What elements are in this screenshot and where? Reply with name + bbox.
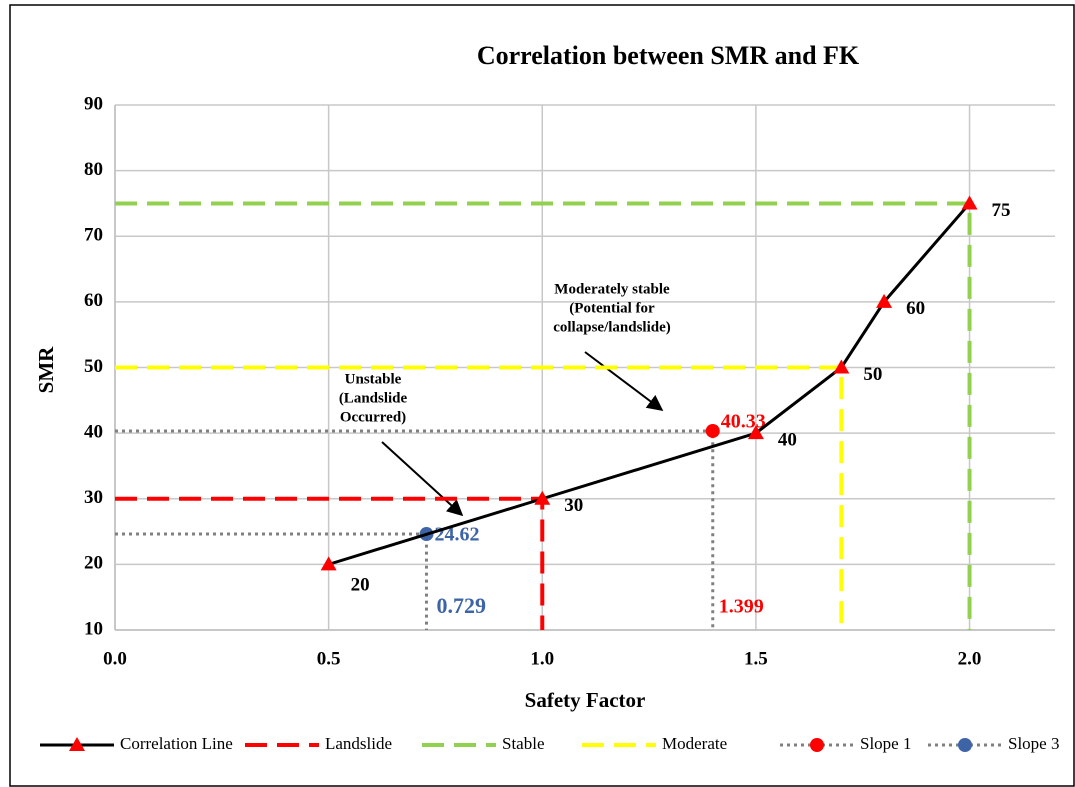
x-tick-label: 1.5 bbox=[744, 648, 768, 669]
annotation: Occurred) bbox=[340, 409, 406, 425]
annotation: collapse/landslide) bbox=[553, 319, 671, 335]
data-label: 75 bbox=[992, 200, 1011, 221]
data-label: 60 bbox=[906, 298, 925, 319]
annotation-arrow bbox=[584, 351, 664, 411]
marker bbox=[534, 490, 551, 505]
annotation: (Landslide bbox=[339, 390, 408, 406]
annotation-arrow bbox=[381, 441, 464, 517]
chart-title: Correlation between SMR and FK bbox=[477, 41, 860, 70]
data-label: 50 bbox=[863, 364, 882, 385]
annotation: Moderately stable bbox=[554, 281, 670, 297]
data-label: 20 bbox=[351, 575, 370, 596]
grid bbox=[114, 104, 1055, 631]
y-tick-label: 20 bbox=[84, 553, 103, 574]
y-axis-label: SMR bbox=[34, 346, 58, 394]
series bbox=[115, 365, 844, 630]
data-label: 24.62 bbox=[434, 524, 479, 546]
legend-label: Slope 3 bbox=[1008, 734, 1059, 753]
x-tick-label: 0.0 bbox=[103, 648, 127, 669]
x-axis-label: Safety Factor bbox=[525, 688, 646, 712]
y-tick-label: 50 bbox=[84, 356, 103, 377]
marker bbox=[705, 423, 720, 438]
y-tick-label: 60 bbox=[84, 290, 103, 311]
legend-label: Landslide bbox=[325, 734, 392, 753]
legend-label: Correlation Line bbox=[120, 734, 233, 753]
series-line bbox=[115, 365, 844, 630]
legend: Correlation Line Landslide Stable Moderate S… bbox=[40, 734, 1059, 753]
data-label: 0.729 bbox=[436, 593, 486, 618]
legend-marker bbox=[958, 738, 972, 752]
marker bbox=[876, 293, 893, 308]
data-label: 30 bbox=[564, 495, 583, 516]
series: 20 30 40 50 60 75 bbox=[320, 195, 1011, 596]
x-tick-label: 1.0 bbox=[530, 648, 554, 669]
series-line bbox=[328, 202, 971, 566]
legend-marker bbox=[810, 738, 824, 752]
series bbox=[115, 201, 972, 630]
legend-label: Stable bbox=[502, 734, 545, 753]
data-label: 1.399 bbox=[719, 596, 764, 618]
legend-label: Moderate bbox=[662, 734, 727, 753]
legend-marker bbox=[69, 737, 85, 751]
y-tick-label: 30 bbox=[84, 487, 103, 508]
series: 40.33 1.399 bbox=[115, 411, 766, 630]
annotation: (Potential for bbox=[569, 300, 655, 316]
x-tick-label: 0.5 bbox=[317, 648, 341, 669]
marker bbox=[747, 425, 764, 440]
y-tick-label: 70 bbox=[84, 225, 103, 246]
y-tick-label: 10 bbox=[84, 618, 103, 639]
data-label: 40.33 bbox=[721, 411, 766, 433]
y-tick-label: 90 bbox=[84, 93, 103, 114]
y-tick-label: 80 bbox=[84, 159, 103, 180]
marker bbox=[961, 195, 978, 210]
annotation: Unstable bbox=[345, 371, 402, 387]
legend-label: Slope 1 bbox=[860, 734, 911, 753]
marker bbox=[320, 556, 337, 571]
y-tick-label: 40 bbox=[84, 421, 103, 442]
marker bbox=[833, 359, 850, 374]
x-tick-label: 2.0 bbox=[958, 648, 982, 669]
data-label: 40 bbox=[778, 429, 797, 450]
series-line bbox=[115, 201, 972, 630]
